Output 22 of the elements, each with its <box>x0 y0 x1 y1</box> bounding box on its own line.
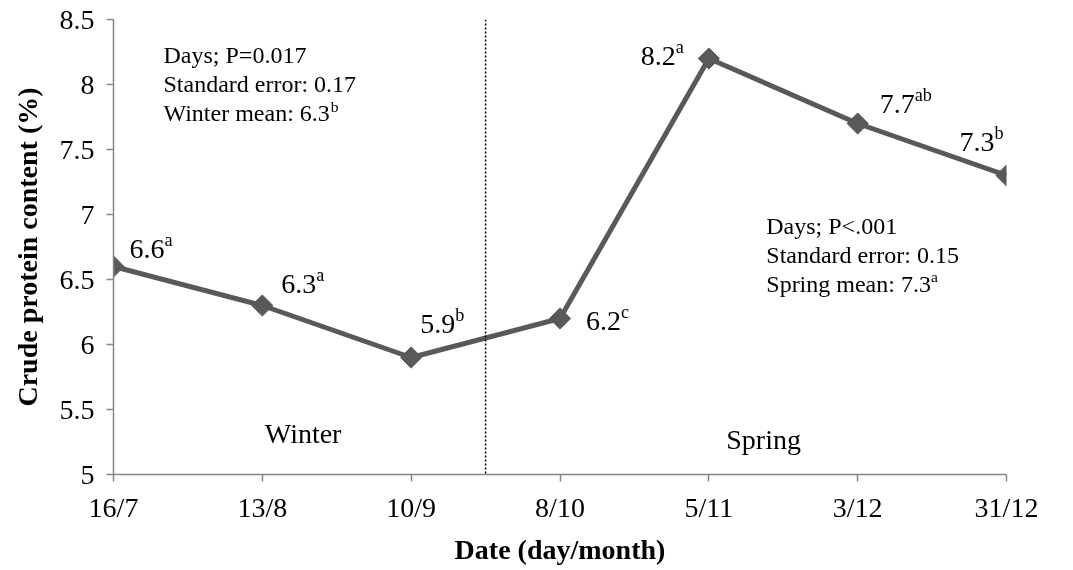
y-tick-label: 8 <box>80 68 95 100</box>
annotation: Spring <box>726 423 801 455</box>
x-tick-label: 13/8 <box>237 491 288 523</box>
y-tick-label: 7 <box>80 198 95 230</box>
x-tick-label: 5/11 <box>684 491 734 523</box>
y-tick-label: 7.5 <box>59 133 95 165</box>
x-tick-label: 3/12 <box>832 491 883 523</box>
x-tick-label: 31/12 <box>974 491 1039 523</box>
x-axis-title: Date (day/month) <box>454 533 666 565</box>
point <box>400 346 423 369</box>
x-tick-label: 16/7 <box>88 491 139 523</box>
y-tick-label: 6 <box>80 328 95 360</box>
point <box>548 307 572 330</box>
y-axis-title: Crude protein content (%) <box>11 87 43 407</box>
x-tick-label: 10/9 <box>386 491 437 523</box>
y-tick-label: 6.5 <box>59 263 95 295</box>
y-tick-label: 5 <box>80 458 95 490</box>
annotation: Winter <box>264 418 343 450</box>
y-tick-label: 8.5 <box>59 3 95 35</box>
y-tick-label: 5.5 <box>59 393 95 425</box>
x-tick-label: 8/10 <box>535 491 585 523</box>
point <box>697 47 720 70</box>
